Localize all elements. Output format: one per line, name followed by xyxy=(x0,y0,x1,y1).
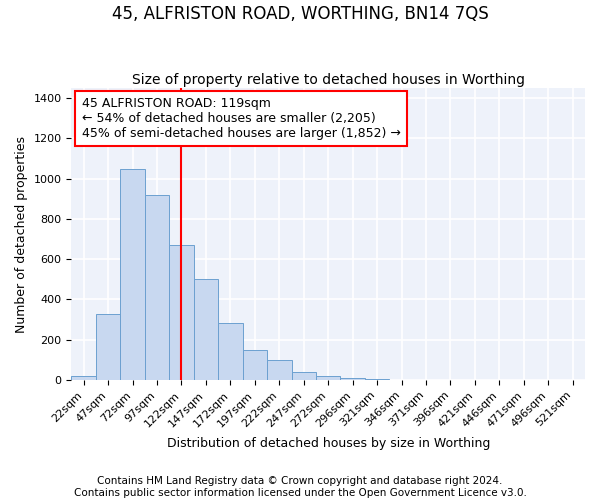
Bar xyxy=(194,280,218,380)
Bar xyxy=(267,360,292,380)
Bar xyxy=(71,376,96,380)
Bar xyxy=(96,314,121,380)
Bar xyxy=(242,350,267,380)
Bar xyxy=(169,245,194,380)
Text: 45, ALFRISTON ROAD, WORTHING, BN14 7QS: 45, ALFRISTON ROAD, WORTHING, BN14 7QS xyxy=(112,5,488,23)
Bar xyxy=(365,379,389,380)
Bar xyxy=(218,322,242,380)
Title: Size of property relative to detached houses in Worthing: Size of property relative to detached ho… xyxy=(132,73,525,87)
Bar xyxy=(292,372,316,380)
Bar xyxy=(145,195,169,380)
Bar xyxy=(316,376,340,380)
X-axis label: Distribution of detached houses by size in Worthing: Distribution of detached houses by size … xyxy=(167,437,490,450)
Y-axis label: Number of detached properties: Number of detached properties xyxy=(15,136,28,332)
Text: Contains HM Land Registry data © Crown copyright and database right 2024.
Contai: Contains HM Land Registry data © Crown c… xyxy=(74,476,526,498)
Bar xyxy=(340,378,365,380)
Text: 45 ALFRISTON ROAD: 119sqm
← 54% of detached houses are smaller (2,205)
45% of se: 45 ALFRISTON ROAD: 119sqm ← 54% of detac… xyxy=(82,97,401,140)
Bar xyxy=(121,168,145,380)
